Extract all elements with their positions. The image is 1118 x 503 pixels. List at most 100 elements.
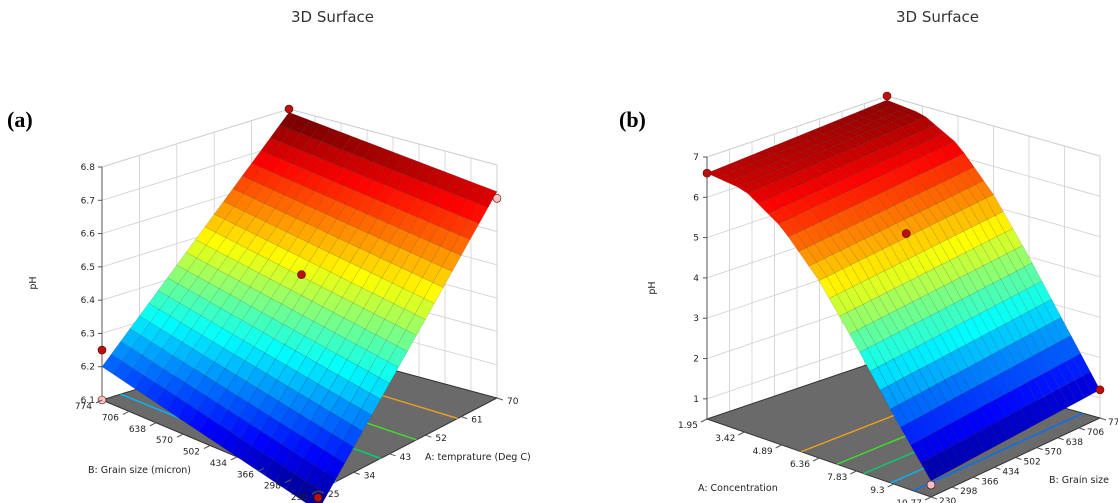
x-tick-label: 298	[264, 482, 281, 492]
surface-cell	[1028, 400, 1047, 424]
x-tick-mark	[924, 496, 932, 501]
design-point	[313, 493, 323, 502]
z-tick-label: 6.8	[81, 163, 96, 173]
x-tick-mark	[284, 479, 292, 484]
z-tick-label: 4	[693, 274, 699, 284]
x-tick-mark	[850, 470, 857, 475]
y-tick-mark	[461, 416, 468, 420]
design-point	[1095, 385, 1105, 395]
surface-cell	[362, 143, 383, 163]
panel-label: (a)	[7, 107, 33, 132]
surface-cell	[414, 163, 435, 184]
x-tick-label: 434	[210, 459, 227, 469]
y-tick-mark	[1078, 427, 1086, 431]
y-axis-label: A: temprature (Deg C)	[425, 452, 531, 463]
y-tick-label: 230	[939, 497, 956, 503]
design-point	[284, 104, 294, 114]
y-tick-mark	[317, 490, 325, 494]
x-tick-mark	[738, 431, 745, 436]
surface-plot-a: 6.1 6.2 6.3 6.4 6.5 6.6 6.7 6.8 pH 774 706 638 570 50…	[28, 104, 531, 503]
surface-cell	[1059, 383, 1078, 407]
chart-title: 3D Surface	[896, 8, 980, 26]
x-tick-mark	[230, 456, 238, 461]
y-tick-label: 34	[364, 471, 376, 481]
y-tick-mark	[1036, 447, 1043, 451]
x-tick-label: 366	[237, 470, 254, 480]
surface-cell	[966, 433, 986, 457]
x-tick-label: 230	[291, 493, 308, 503]
x-tick-mark	[311, 490, 319, 495]
z-tick-label: 5	[693, 234, 699, 244]
y-tick-mark	[930, 496, 938, 500]
x-tick-label: 7.83	[827, 473, 847, 483]
surface-cell	[279, 112, 300, 130]
x-axis-label: A: Concentration	[698, 483, 778, 494]
y-tick-mark	[353, 471, 360, 475]
floor-contour-line	[912, 412, 1084, 492]
x-tick-label: 10.77	[896, 499, 922, 503]
z-tick-label: 6.1	[81, 396, 95, 406]
y-tick-label: 774	[1108, 418, 1118, 428]
x-tick-label: 570	[156, 436, 173, 446]
y-tick-mark	[1057, 437, 1064, 441]
z-tick-label: 3	[693, 314, 699, 324]
y-tick-mark	[496, 397, 504, 401]
x-tick-mark	[257, 467, 265, 472]
y-tick-mark	[994, 466, 1001, 470]
panel-label: (b)	[619, 107, 646, 132]
y-tick-label: 25	[328, 490, 339, 500]
surface-plot-b: 1 2 3 4 5 6 7 pH 1.95 3.42 4.89 6.36 7.83 9.3 10.77 230…	[647, 91, 1118, 503]
z-tick-label: 6.7	[81, 196, 95, 206]
x-tick-label: 4.89	[753, 447, 773, 457]
z-axis-label: pH	[647, 281, 658, 294]
x-tick-label: 6.36	[790, 460, 810, 470]
y-tick-label: 434	[1002, 467, 1019, 477]
y-tick-label: 366	[981, 477, 998, 487]
surface-cell	[404, 159, 425, 179]
x-tick-mark	[812, 457, 820, 462]
z-tick-label: 6.2	[81, 363, 95, 373]
y-axis-label: B: Grain size	[1049, 475, 1109, 486]
surface-cell	[321, 127, 342, 146]
chart-panel-b: 3D Surface (b) 1 2 3 4 5 6 7 pH 1.95 3.42 4.89 6.36…	[559, 0, 1118, 503]
x-tick-label: 3.42	[715, 434, 735, 444]
x-tick-mark	[203, 445, 211, 449]
z-tick-label: 6.4	[81, 296, 96, 306]
x-tick-label: 1.95	[678, 421, 698, 431]
design-point	[702, 168, 712, 178]
z-tick-label: 7	[693, 153, 699, 163]
y-tick-label: 706	[1087, 428, 1104, 438]
y-tick-mark	[973, 476, 980, 480]
design-point	[882, 91, 892, 101]
y-tick-label: 570	[1045, 448, 1062, 458]
design-point	[297, 270, 306, 279]
y-tick-label: 52	[435, 434, 446, 444]
x-tick-label: 638	[129, 425, 146, 435]
y-tick-label: 638	[1066, 438, 1083, 448]
design-point	[492, 193, 502, 203]
z-tick-label: 6.3	[81, 329, 95, 339]
y-tick-label: 298	[960, 487, 977, 497]
z-tick-label: 1	[693, 395, 699, 405]
x-tick-label: 9.3	[870, 486, 884, 496]
y-tick-mark	[1015, 457, 1022, 460]
surface-cell	[920, 458, 939, 482]
z-tick-label: 6	[693, 193, 699, 203]
surface-cell	[383, 151, 404, 171]
surface-cell	[393, 155, 415, 175]
x-tick-mark	[122, 410, 130, 415]
y-tick-mark	[951, 486, 959, 490]
x-tick-mark	[176, 433, 184, 438]
y-tick-label: 70	[507, 397, 519, 407]
surface-cell	[959, 437, 978, 461]
x-tick-mark	[700, 418, 708, 423]
y-tick-label: 61	[471, 416, 482, 426]
surface-cell	[477, 187, 498, 208]
x-tick-label: 502	[183, 448, 200, 458]
x-tick-mark	[887, 483, 894, 488]
x-tick-mark	[95, 399, 103, 404]
x-tick-label: 774	[75, 402, 92, 412]
surface-cell	[928, 454, 947, 478]
surface-cell	[289, 116, 311, 134]
design-point	[97, 345, 107, 355]
